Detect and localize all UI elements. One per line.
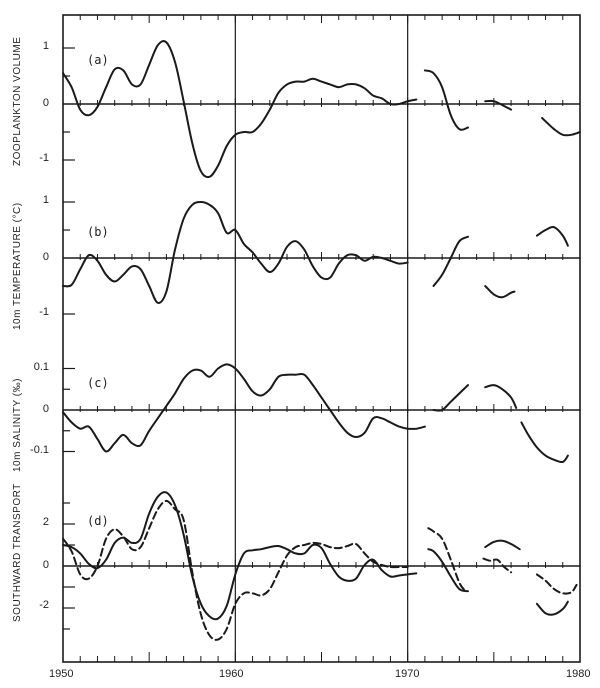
solid-series-line <box>520 421 569 464</box>
xtick-1950: 1950 <box>49 668 74 680</box>
ytick-c-zero: 0 <box>42 403 49 415</box>
solid-series-line <box>62 201 409 304</box>
solid-series-line <box>62 40 418 179</box>
panel-label-d: (d) <box>87 514 109 528</box>
dashed-series-line <box>535 573 578 595</box>
solid-series-line <box>432 235 469 287</box>
ytick-b-neg: -1 <box>39 306 49 318</box>
ytick-c-pos: 0.1 <box>33 361 49 373</box>
ytick-a-pos: 1 <box>42 40 49 52</box>
ytick-a-zero: 0 <box>42 97 49 109</box>
solid-series-line <box>432 384 469 412</box>
ylabel-panel-c: 10m SALINITY (‰) <box>12 378 23 472</box>
solid-series-line <box>62 363 426 453</box>
dashed-series-line <box>482 557 513 574</box>
solid-series-line <box>484 539 521 551</box>
axis-ticks <box>63 15 564 662</box>
dashed-series-line <box>62 499 409 641</box>
data-curves <box>62 40 581 641</box>
xtick-1970: 1970 <box>395 668 420 680</box>
solid-series-line <box>484 99 513 111</box>
ytick-b-zero: 0 <box>42 251 49 263</box>
xtick-1980: 1980 <box>566 668 591 680</box>
dashed-series-line <box>427 527 466 592</box>
solid-series-line <box>427 548 469 593</box>
ytick-c-neg: -0.1 <box>30 444 49 456</box>
ytick-a-neg: -1 <box>39 152 49 164</box>
solid-series-line <box>541 117 581 137</box>
solid-series-line <box>423 69 469 131</box>
panel-label-c: (c) <box>87 376 109 390</box>
panel-label-b: (b) <box>87 225 109 239</box>
solid-series-line <box>535 600 569 616</box>
xtick-1960: 1960 <box>219 668 244 680</box>
panel-label-a: (a) <box>87 53 109 67</box>
solid-series-line <box>484 285 516 299</box>
ytick-d-zero: 0 <box>42 559 49 571</box>
solid-series-line <box>484 384 518 409</box>
solid-series-line <box>62 491 418 621</box>
ytick-d-neg: -2 <box>39 599 49 611</box>
ytick-b-pos: 1 <box>42 194 49 206</box>
solid-series-line <box>535 226 569 247</box>
ytick-d-pos: 2 <box>42 516 49 528</box>
